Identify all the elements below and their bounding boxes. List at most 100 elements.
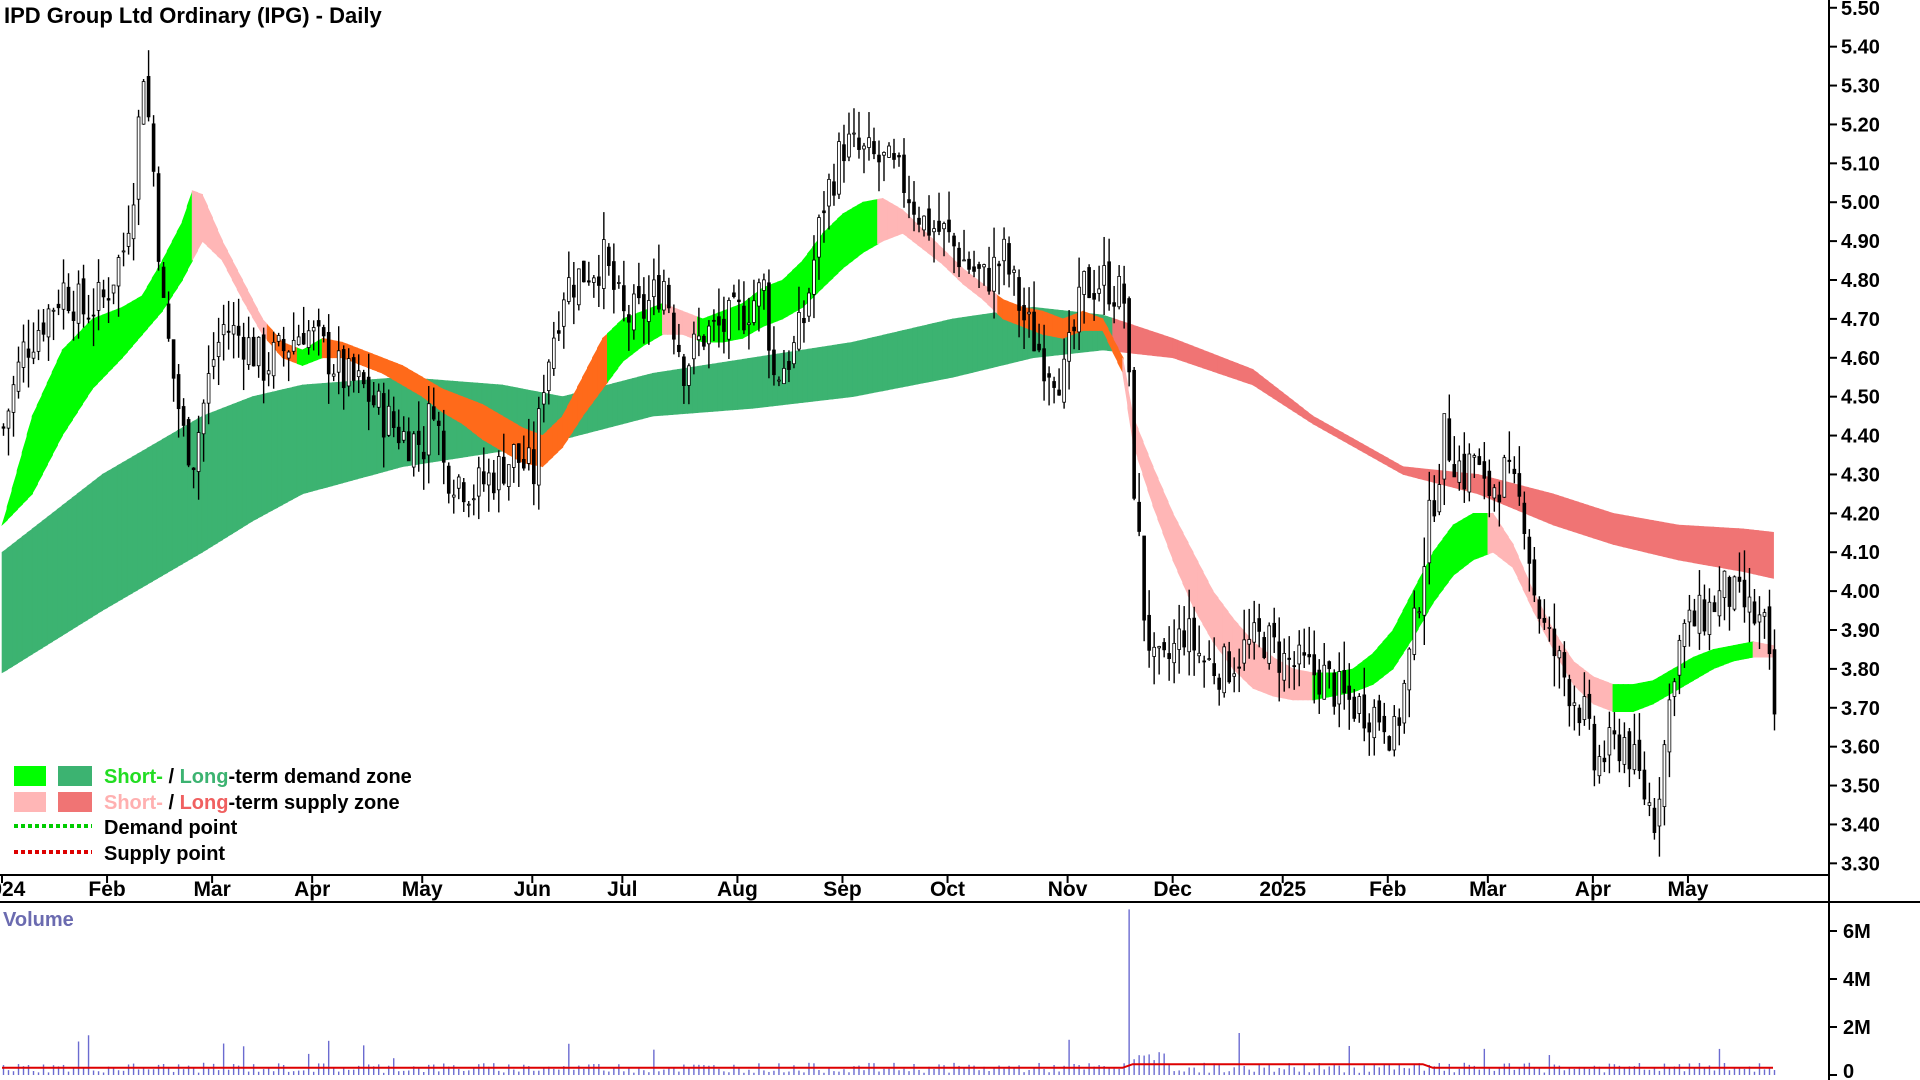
- price-candle-body: [1687, 609, 1692, 623]
- short-term-zone-segment: [181, 206, 189, 282]
- volume-title: Volume: [3, 909, 74, 931]
- price-candle-body: [1292, 665, 1297, 668]
- price-candle-body: [697, 335, 701, 341]
- price-candle-body: [897, 155, 901, 158]
- price-candle-body: [1717, 590, 1722, 617]
- price-candle-body: [1237, 666, 1241, 669]
- price-candle-body: [1137, 501, 1141, 532]
- short-term-zone-segment: [26, 416, 33, 500]
- price-candle-body: [291, 339, 296, 352]
- short-term-zone-segment: [136, 295, 143, 342]
- price-candle-body: [176, 374, 181, 410]
- price-tick-label: 5.20: [1841, 114, 1880, 136]
- price-candle-body: [1037, 343, 1041, 351]
- price-tick-label: 3.60: [1841, 737, 1880, 759]
- price-candle-body: [1362, 694, 1367, 729]
- price-candle-body: [1277, 641, 1282, 673]
- price-candle-body: [511, 444, 516, 468]
- price-candle-body: [902, 154, 906, 193]
- price-candle-body: [562, 299, 566, 327]
- price-candle-body: [326, 331, 331, 375]
- price-candle-body: [807, 292, 811, 317]
- month-tick-label: Jun: [514, 878, 551, 901]
- price-candle-body: [797, 311, 801, 350]
- price-candle-body: [747, 322, 751, 325]
- price-candle-body: [1012, 269, 1016, 273]
- price-candle-body: [1167, 653, 1171, 659]
- month-tick-label: May: [402, 878, 443, 901]
- price-candle-body: [1172, 642, 1176, 664]
- price-candle-body: [982, 264, 986, 268]
- short-term-zone-segment: [612, 323, 619, 377]
- price-candle-body: [1477, 456, 1482, 465]
- price-candle-body: [782, 367, 786, 385]
- price-candle-body: [847, 133, 851, 158]
- price-candle-body: [612, 261, 616, 290]
- price-candle-body: [1517, 473, 1522, 497]
- short-term-zone-segment: [101, 312, 108, 380]
- short-term-zone-segment: [86, 318, 93, 398]
- price-candle-body: [1162, 642, 1166, 651]
- price-candle-body: [356, 370, 361, 378]
- price-candle-body: [1072, 326, 1076, 332]
- price-candle-body: [1347, 685, 1352, 700]
- price-candle-body: [301, 332, 306, 345]
- price-candle-body: [426, 403, 431, 456]
- legend-demand-point: Demand point: [14, 817, 238, 839]
- price-candle-body: [1417, 611, 1422, 614]
- price-candle-body: [737, 299, 741, 303]
- short-term-zone-segment: [1377, 640, 1384, 682]
- price-candle-body: [246, 337, 251, 366]
- price-candle-body: [491, 472, 496, 494]
- price-candle-body: [406, 431, 411, 462]
- price-candle-body: [922, 215, 926, 231]
- price-candle-body: [1067, 332, 1071, 362]
- price-candle-body: [56, 303, 61, 309]
- price-candle-body: [1422, 566, 1427, 616]
- price-candle-body: [501, 456, 506, 484]
- price-tick-label: 4.40: [1841, 426, 1880, 448]
- short-term-zone-segment: [557, 415, 564, 453]
- short-term-zone-segment: [1402, 599, 1409, 655]
- price-candle-body: [181, 406, 186, 426]
- price-candle-body: [1682, 622, 1687, 647]
- price-candle-body: [832, 181, 836, 196]
- month-tick-label: Oct: [930, 878, 965, 901]
- price-candle-body: [547, 361, 551, 391]
- price-candle-body: [121, 250, 126, 253]
- legend-supply-rest: -term supply zone: [228, 792, 399, 814]
- price-candle-body: [1592, 723, 1597, 771]
- price-candle-body: [812, 259, 816, 295]
- price-candle-body: [11, 384, 16, 413]
- short-term-zone-segment: [832, 218, 839, 279]
- short-term-zone-segment: [1382, 635, 1389, 678]
- price-candle-body: [1402, 682, 1407, 724]
- price-candle-body: [932, 228, 936, 233]
- short-term-zone-segment: [186, 190, 194, 272]
- price-candle-body: [877, 154, 881, 163]
- price-candle-body: [531, 449, 536, 485]
- price-candle-body: [311, 327, 316, 332]
- price-candle-body: [341, 349, 346, 389]
- legend-demand-zone: Short- / Long-term demand zone: [14, 766, 412, 788]
- price-candle-body: [336, 350, 341, 373]
- legend-demand-point-label: Demand point: [104, 817, 238, 839]
- price-candle-body: [1742, 579, 1747, 608]
- price-candle-body: [371, 395, 376, 406]
- price-candle-body: [486, 472, 491, 486]
- short-term-zone-segment: [1457, 518, 1464, 573]
- price-candle-body: [1317, 669, 1322, 695]
- price-candle-body: [1562, 652, 1567, 678]
- legend-short-supply-swatch: [14, 792, 46, 812]
- price-candle-body: [191, 467, 196, 471]
- price-candle-body: [1767, 606, 1772, 655]
- price-candle-body: [6, 410, 11, 429]
- price-candle-body: [622, 285, 626, 312]
- price-candle-body: [71, 311, 76, 321]
- short-term-zone-segment: [146, 277, 153, 330]
- price-candle-body: [1372, 706, 1377, 739]
- short-term-zone-segment: [582, 366, 589, 417]
- price-candle-body: [572, 284, 576, 298]
- price-candle-body: [1357, 696, 1362, 714]
